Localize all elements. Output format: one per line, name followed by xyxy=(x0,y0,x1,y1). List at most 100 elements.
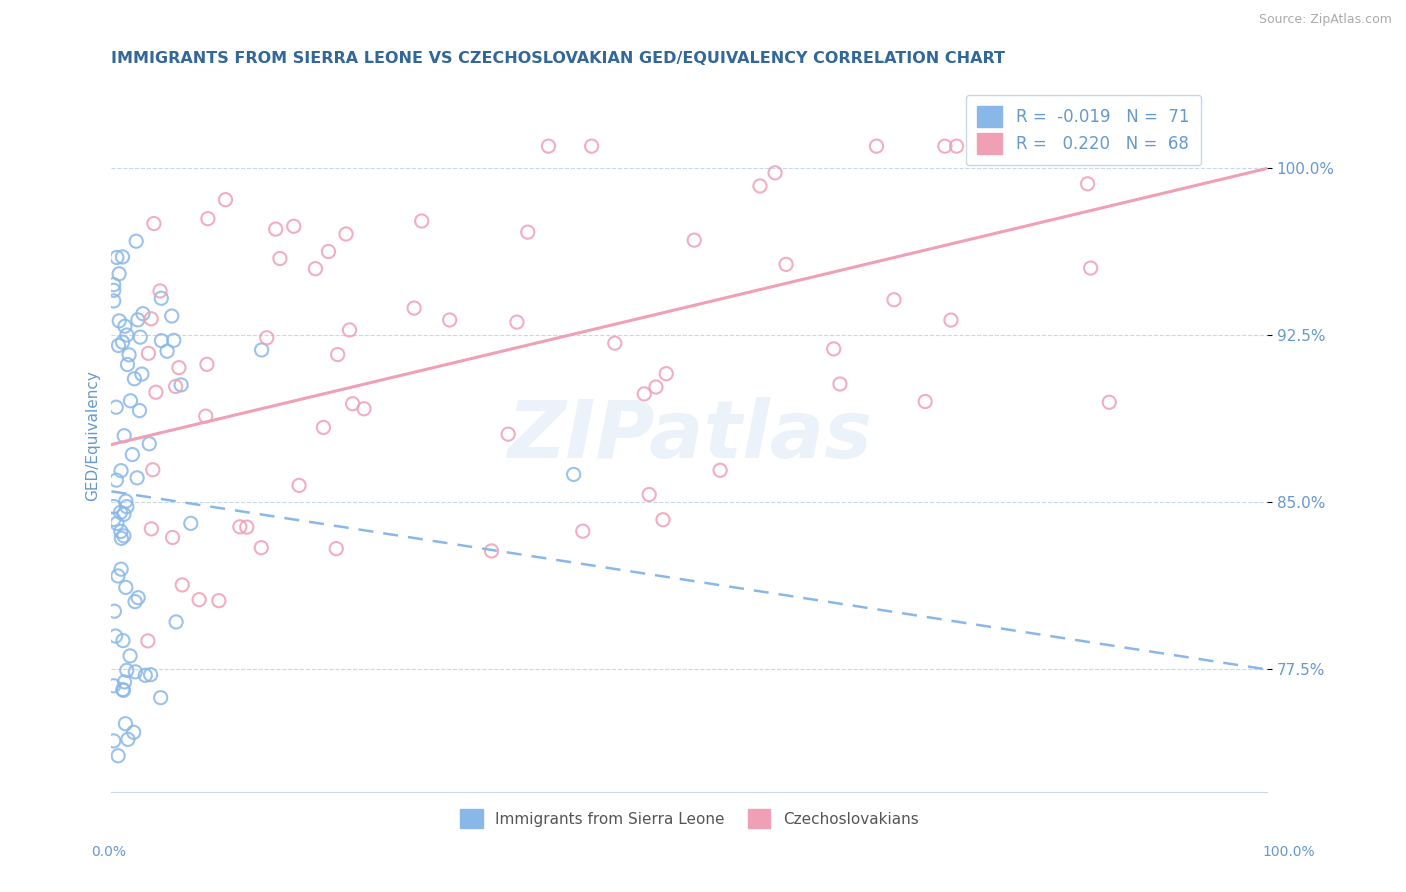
Point xyxy=(214,193,236,207)
Point xyxy=(195,357,218,371)
Point xyxy=(112,428,135,442)
Point xyxy=(124,372,146,386)
Point xyxy=(945,139,967,153)
Point xyxy=(496,427,519,442)
Point xyxy=(335,227,357,241)
Point xyxy=(145,385,167,400)
Point xyxy=(537,139,560,153)
Point xyxy=(111,633,134,648)
Point xyxy=(288,478,311,492)
Point xyxy=(763,166,786,180)
Point xyxy=(103,734,125,748)
Point xyxy=(103,679,125,693)
Point xyxy=(638,487,661,501)
Text: ZIPatlas: ZIPatlas xyxy=(506,397,872,475)
Point xyxy=(110,464,132,478)
Point xyxy=(571,524,593,539)
Point xyxy=(339,323,361,337)
Point xyxy=(115,328,138,343)
Point xyxy=(110,562,132,576)
Point xyxy=(103,293,125,308)
Point xyxy=(134,668,156,682)
Point xyxy=(103,512,125,526)
Point xyxy=(132,307,155,321)
Point xyxy=(129,330,152,344)
Point xyxy=(108,267,131,281)
Point xyxy=(283,219,305,234)
Point xyxy=(439,313,461,327)
Point xyxy=(141,311,163,326)
Point xyxy=(118,348,141,362)
Point xyxy=(165,615,187,629)
Point xyxy=(188,592,211,607)
Point xyxy=(124,594,146,608)
Point xyxy=(136,633,159,648)
Point xyxy=(167,360,190,375)
Point xyxy=(581,139,603,153)
Point xyxy=(108,314,131,328)
Point xyxy=(131,367,153,381)
Point xyxy=(149,690,172,705)
Point xyxy=(709,463,731,477)
Point xyxy=(160,309,183,323)
Point xyxy=(1080,261,1102,276)
Text: IMMIGRANTS FROM SIERRA LEONE VS CZECHOSLOVAKIAN GED/EQUIVALENCY CORRELATION CHAR: IMMIGRANTS FROM SIERRA LEONE VS CZECHOSL… xyxy=(111,51,1005,66)
Point xyxy=(250,541,273,555)
Point xyxy=(749,178,772,193)
Point xyxy=(110,505,132,519)
Point xyxy=(264,222,287,236)
Point xyxy=(939,313,962,327)
Point xyxy=(655,367,678,381)
Point xyxy=(105,516,128,531)
Point xyxy=(1005,139,1028,153)
Point xyxy=(165,379,187,393)
Point xyxy=(269,252,291,266)
Point xyxy=(114,319,136,334)
Point xyxy=(112,508,135,522)
Point xyxy=(149,284,172,298)
Point xyxy=(114,675,136,690)
Point xyxy=(1098,395,1121,409)
Point xyxy=(111,335,134,350)
Text: 0.0%: 0.0% xyxy=(91,845,127,859)
Point xyxy=(481,544,503,558)
Legend: Immigrants from Sierra Leone, Czechoslovakians: Immigrants from Sierra Leone, Czechoslov… xyxy=(454,804,925,834)
Point xyxy=(103,604,125,618)
Text: Source: ZipAtlas.com: Source: ZipAtlas.com xyxy=(1258,13,1392,27)
Point xyxy=(883,293,905,307)
Y-axis label: GED/Equivalency: GED/Equivalency xyxy=(86,370,100,501)
Point xyxy=(250,343,273,357)
Point xyxy=(127,591,149,605)
Point xyxy=(828,376,851,391)
Point xyxy=(162,531,184,545)
Point xyxy=(104,629,127,643)
Point xyxy=(156,344,179,359)
Point xyxy=(114,581,136,595)
Point xyxy=(652,513,675,527)
Point xyxy=(103,277,125,292)
Point xyxy=(120,393,142,408)
Point xyxy=(865,139,887,153)
Point xyxy=(128,403,150,417)
Point xyxy=(194,409,217,424)
Point xyxy=(105,251,128,265)
Point xyxy=(125,234,148,248)
Point xyxy=(172,578,194,592)
Point xyxy=(105,401,128,415)
Text: 100.0%: 100.0% xyxy=(1263,845,1315,859)
Point xyxy=(1077,177,1099,191)
Point xyxy=(516,225,538,239)
Point xyxy=(111,682,134,697)
Point xyxy=(107,338,129,352)
Point xyxy=(404,301,426,315)
Point xyxy=(562,467,585,482)
Point xyxy=(342,397,364,411)
Point xyxy=(229,520,252,534)
Point xyxy=(105,473,128,487)
Point xyxy=(115,500,138,514)
Point xyxy=(103,500,125,514)
Point xyxy=(110,524,132,539)
Point xyxy=(117,358,139,372)
Point xyxy=(142,217,165,231)
Point xyxy=(170,378,193,392)
